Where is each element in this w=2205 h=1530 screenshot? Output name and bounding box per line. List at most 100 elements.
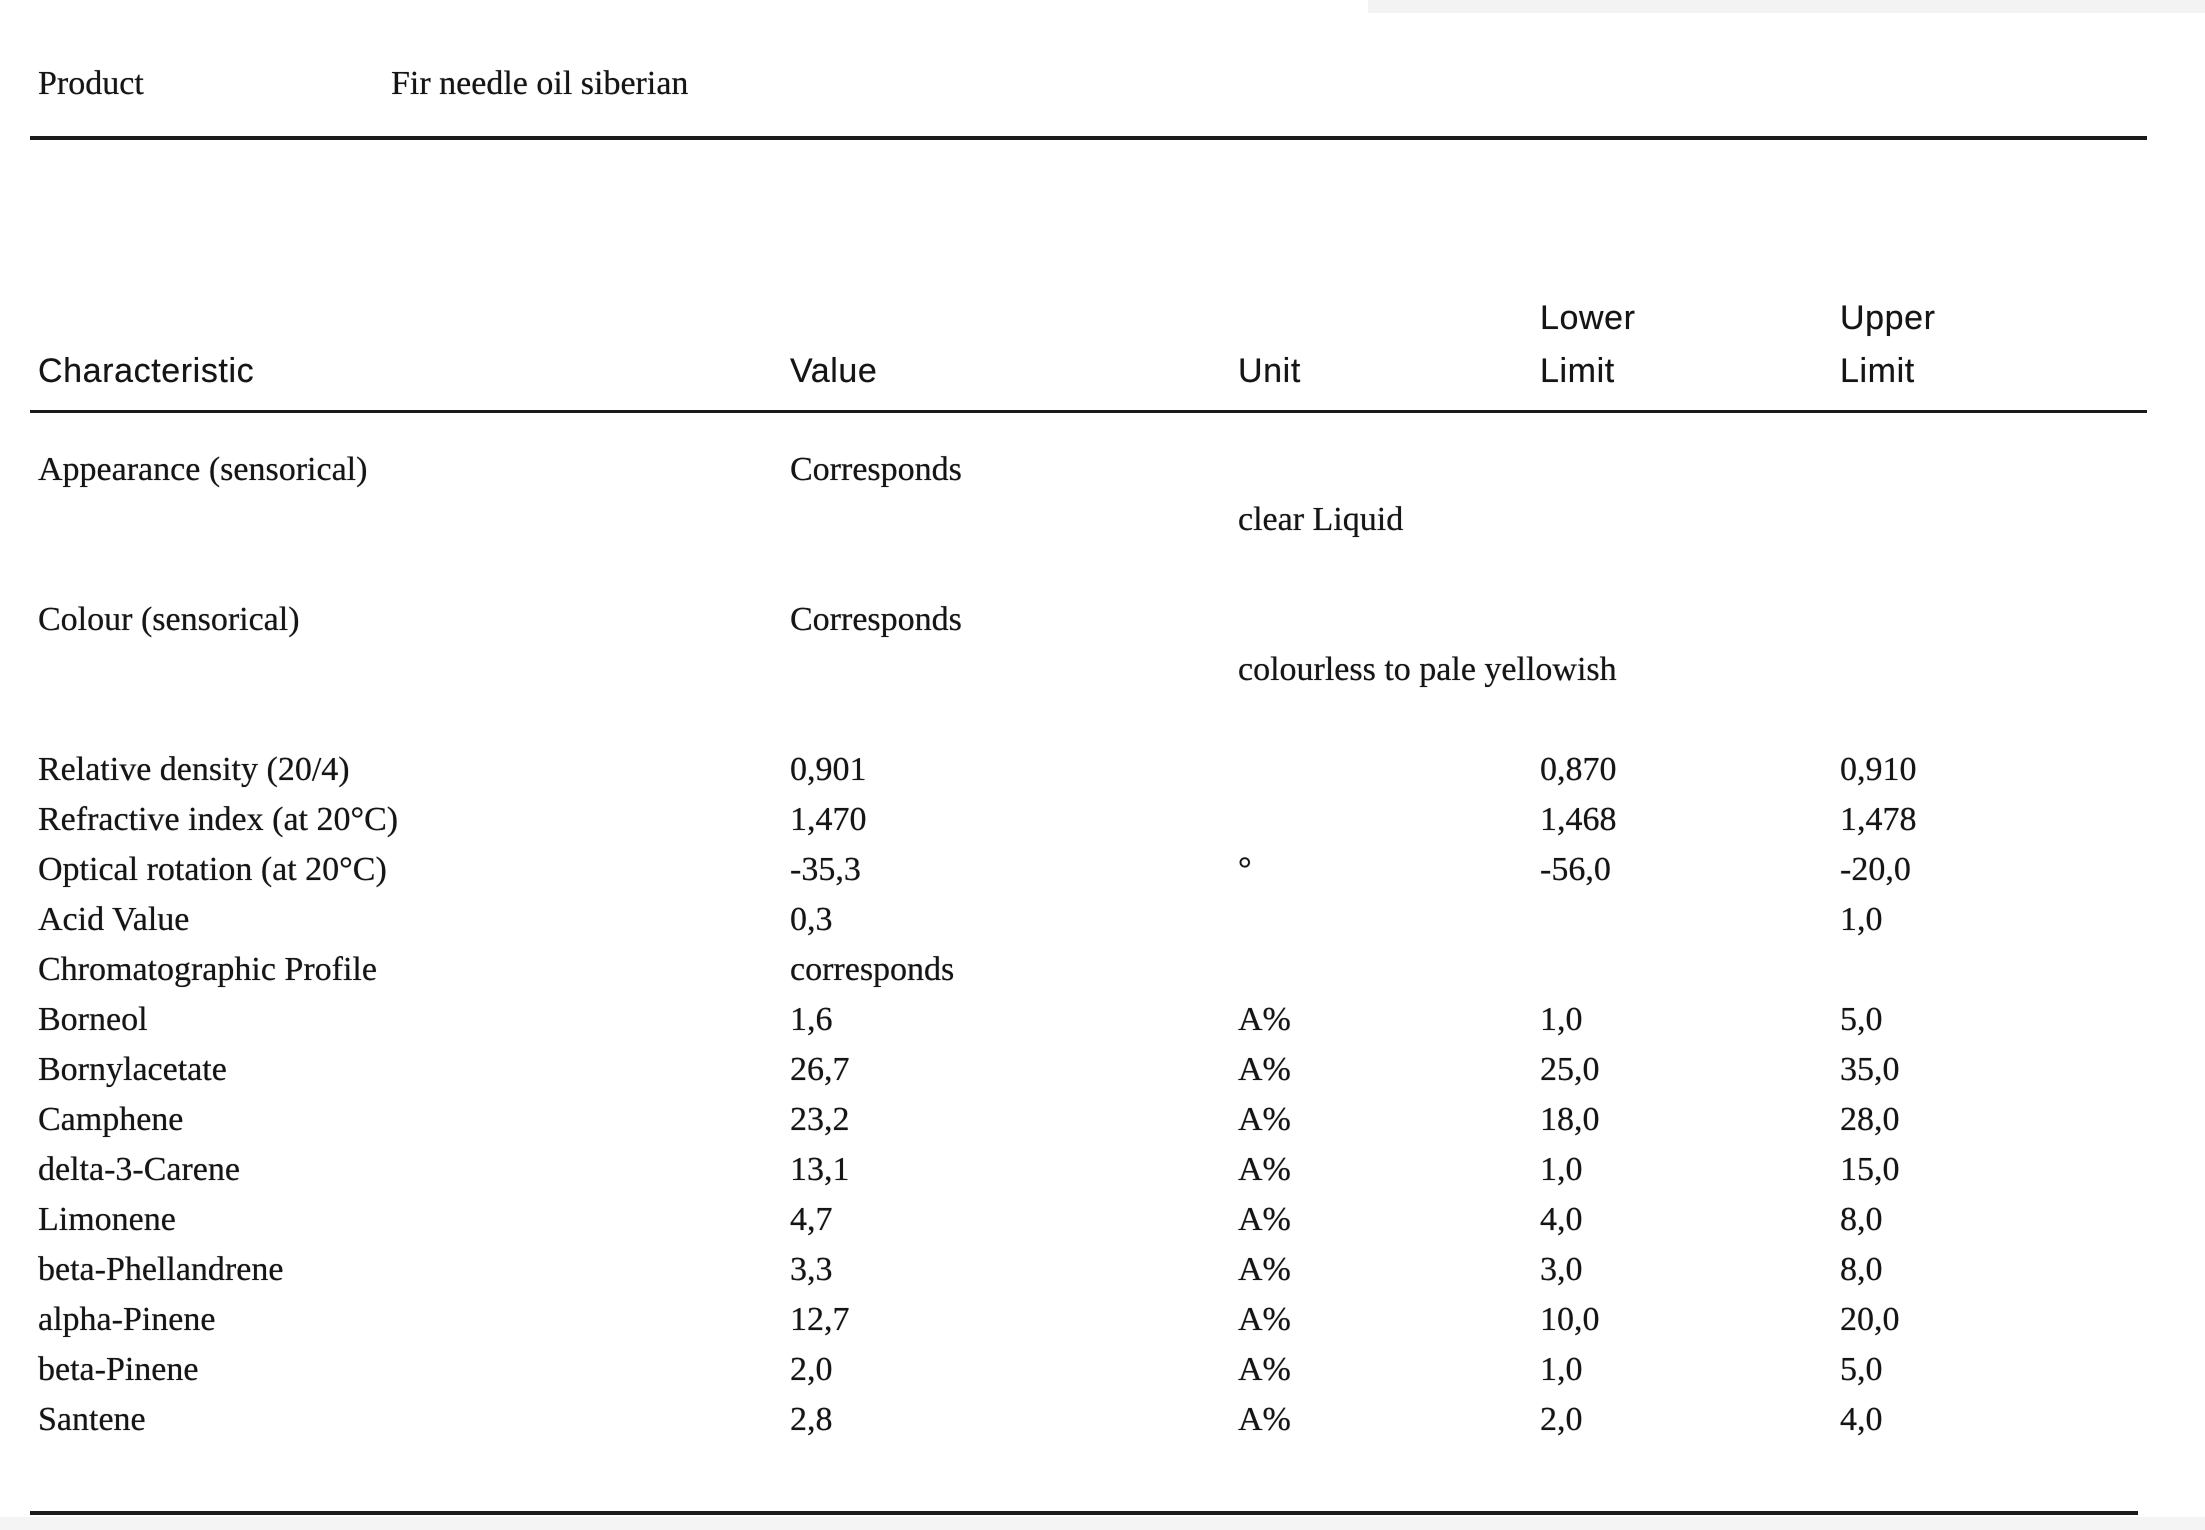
column-header-characteristic-label: Characteristic xyxy=(38,352,255,390)
cell-lower-limit: 1,0 xyxy=(1540,1151,1583,1188)
table-row: Relative density (20/4) 0,901 0,870 0,910 xyxy=(38,745,2205,795)
scan-artifact-top xyxy=(1368,0,2205,13)
cell-lower-limit: 3,0 xyxy=(1540,1251,1583,1288)
cell-value: 2,0 xyxy=(790,1351,833,1388)
cell-characteristic: Acid Value xyxy=(38,901,190,938)
column-header-lower-limit-label: Lower Limit xyxy=(1540,299,1636,390)
cell-unit: A% xyxy=(1238,1201,1291,1238)
cell-characteristic: Chromatographic Profile xyxy=(38,951,377,988)
cell-unit xyxy=(1238,795,1540,845)
cell-upper-limit xyxy=(1840,595,2205,645)
cell-characteristic: alpha-Pinene xyxy=(38,1301,216,1338)
cell-unit xyxy=(1238,745,1540,795)
cell-unit: A% xyxy=(1238,1151,1291,1188)
cell-lower-limit: 1,0 xyxy=(1540,1001,1583,1038)
column-header-upper-limit-label: Upper Limit xyxy=(1840,299,1936,390)
cell-upper-limit: 28,0 xyxy=(1840,1101,1900,1138)
cell-characteristic: Santene xyxy=(38,1401,146,1438)
cell-upper-limit: 8,0 xyxy=(1840,1201,1883,1238)
cell-upper-limit: 1,0 xyxy=(1840,901,1883,938)
cell-value: 4,7 xyxy=(790,1201,833,1238)
cell-upper-limit xyxy=(1840,445,2205,495)
cell-upper-limit: 15,0 xyxy=(1840,1151,1900,1188)
cell-upper-limit: 0,910 xyxy=(1840,751,1917,788)
cell-lower-limit xyxy=(1540,445,1840,495)
cell-unit xyxy=(1238,895,1540,945)
cell-lower-limit: 4,0 xyxy=(1540,1201,1583,1238)
product-name: Fir needle oil siberian xyxy=(391,65,689,102)
cell-upper-limit: 8,0 xyxy=(1840,1251,1883,1288)
cell-upper-limit: 4,0 xyxy=(1840,1401,1883,1438)
cell-lower-limit: 25,0 xyxy=(1540,1051,1600,1088)
scan-artifact-bottom xyxy=(0,1517,2205,1530)
column-header-upper-limit: Upper Limit xyxy=(1840,272,2205,398)
table-row: delta-3-Carene 13,1 A% 1,0 15,0 xyxy=(38,1145,2205,1195)
cell-value: 3,3 xyxy=(790,1251,833,1288)
cell-lower-limit: -56,0 xyxy=(1540,851,1611,888)
table-row: Optical rotation (at 20°C) -35,3 ° -56,0 -20… xyxy=(38,845,2205,895)
cell-characteristic: Borneol xyxy=(38,1001,148,1038)
cell-value: 23,2 xyxy=(790,1101,850,1138)
column-header-value-label: Value xyxy=(790,352,878,390)
cell-value: 0,901 xyxy=(790,751,867,788)
table-row: Camphene 23,2 A% 18,0 28,0 xyxy=(38,1095,2205,1145)
cell-characteristic: Refractive index (at 20°C) xyxy=(38,801,399,838)
cell-characteristic: Bornylacetate xyxy=(38,1051,227,1088)
cell-value: 0,3 xyxy=(790,901,833,938)
cell-lower-limit: 2,0 xyxy=(1540,1401,1583,1438)
cell-characteristic: Relative density (20/4) xyxy=(38,751,350,788)
row-spacer xyxy=(38,695,2205,745)
cell-characteristic: delta-3-Carene xyxy=(38,1151,240,1188)
cell-unit xyxy=(1238,595,1540,645)
cell-characteristic: Limonene xyxy=(38,1201,176,1238)
cell-upper-limit: 1,478 xyxy=(1840,801,1917,838)
cell-upper-limit: -20,0 xyxy=(1840,851,1911,888)
column-header-lower-limit: Lower Limit xyxy=(1540,272,1840,398)
cell-lower-limit xyxy=(1540,595,1840,645)
cell-unit: ° xyxy=(1238,851,1252,888)
table-note-row: clear Liquid xyxy=(38,495,2205,545)
table-body: Appearance (sensorical) Corresponds clear … xyxy=(38,445,2205,1445)
table-row: beta-Pinene 2,0 A% 1,0 5,0 xyxy=(38,1345,2205,1395)
table-row: Chromatographic Profile corresponds xyxy=(38,945,2205,995)
table-note-row: colourless to pale yellowish xyxy=(38,645,2205,695)
divider-bottom xyxy=(30,1511,2138,1515)
cell-value: 1,470 xyxy=(790,801,867,838)
table-row: Refractive index (at 20°C) 1,470 1,468 1,47… xyxy=(38,795,2205,845)
cell-value: corresponds xyxy=(790,951,955,988)
cell-upper-limit xyxy=(1840,945,2205,995)
divider-header xyxy=(30,410,2147,413)
cell-lower-limit xyxy=(1540,945,1840,995)
cell-note: clear Liquid xyxy=(1238,501,1404,538)
column-header-unit: Unit xyxy=(1238,272,1540,398)
column-header-value: Value xyxy=(790,272,1238,398)
divider-top xyxy=(30,136,2147,140)
product-line: Product Fir needle oil siberian xyxy=(38,62,688,106)
cell-unit: A% xyxy=(1238,1001,1291,1038)
cell-characteristic: Optical rotation (at 20°C) xyxy=(38,851,387,888)
column-header-unit-label: Unit xyxy=(1238,352,1301,390)
table-row: Santene 2,8 A% 2,0 4,0 xyxy=(38,1395,2205,1445)
table-row: Colour (sensorical) Corresponds xyxy=(38,595,2205,645)
cell-unit xyxy=(1238,945,1540,995)
cell-upper-limit: 35,0 xyxy=(1840,1051,1900,1088)
column-header-characteristic: Characteristic xyxy=(38,272,790,398)
cell-characteristic: Camphene xyxy=(38,1101,184,1138)
cell-lower-limit xyxy=(1540,895,1840,945)
cell-unit: A% xyxy=(1238,1101,1291,1138)
product-label: Product xyxy=(38,65,144,102)
cell-value: Corresponds xyxy=(790,451,962,488)
row-spacer xyxy=(38,545,2205,595)
table-row: Borneol 1,6 A% 1,0 5,0 xyxy=(38,995,2205,1045)
cell-upper-limit: 5,0 xyxy=(1840,1001,1883,1038)
cell-characteristic: beta-Phellandrene xyxy=(38,1251,284,1288)
cell-characteristic: beta-Pinene xyxy=(38,1351,199,1388)
table-row: Appearance (sensorical) Corresponds xyxy=(38,445,2205,495)
cell-lower-limit: 1,468 xyxy=(1540,801,1617,838)
cell-lower-limit: 1,0 xyxy=(1540,1351,1583,1388)
cell-unit: A% xyxy=(1238,1401,1291,1438)
table-row: Acid Value 0,3 1,0 xyxy=(38,895,2205,945)
cell-note: colourless to pale yellowish xyxy=(1238,651,1617,688)
cell-lower-limit: 0,870 xyxy=(1540,751,1617,788)
